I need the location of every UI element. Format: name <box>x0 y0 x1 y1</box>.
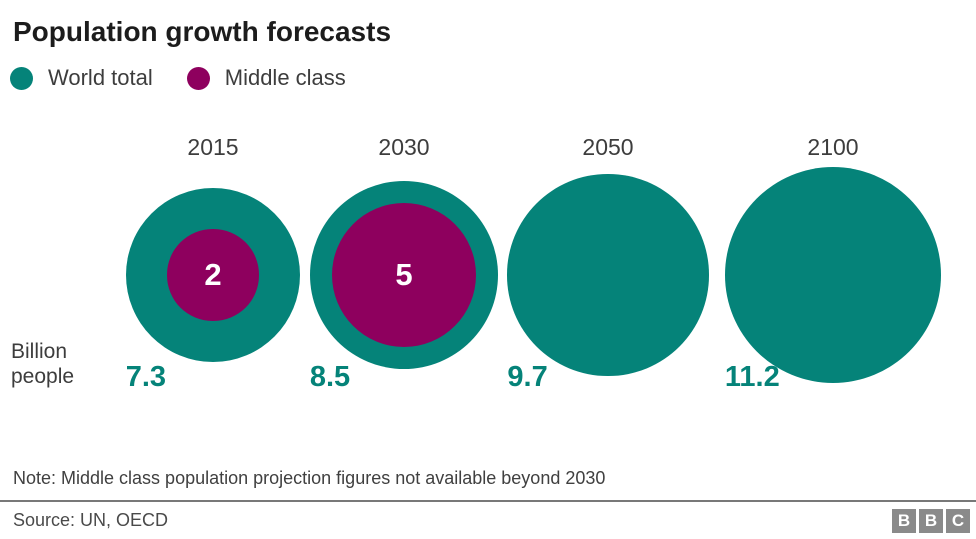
bbc-logo-block: B <box>919 509 943 533</box>
world-total-circle <box>507 174 709 376</box>
year-label: 2050 <box>582 134 634 160</box>
middle-class-value-label: 2 <box>204 256 222 292</box>
middle-class-circle: 5 <box>331 202 477 348</box>
middle-class-circle: 2 <box>167 229 259 321</box>
source-label: Source: UN, OECD <box>13 510 169 530</box>
middle-class-legend-dot-icon <box>186 66 210 90</box>
world-total-value-label: 7.3 <box>125 361 167 393</box>
legend-label-middle-class: Middle class <box>224 65 346 90</box>
world-total-value-label: 11.2 <box>724 361 780 393</box>
world-total-legend-dot-icon <box>10 66 33 90</box>
footnote: Note: Middle class population projection… <box>13 468 606 488</box>
legend-item-world-total: World total <box>10 65 153 91</box>
unit-label-line2: people <box>11 365 75 388</box>
unit-label-line1: Billion <box>11 340 68 363</box>
legend: World total Middle class <box>10 65 346 91</box>
year-label: 2030 <box>378 134 430 160</box>
middle-class-value-label: 5 <box>395 256 413 292</box>
bbc-logo-block: B <box>892 509 916 533</box>
legend-item-middle-class: Middle class <box>186 65 346 91</box>
year-label: 2100 <box>807 134 859 160</box>
plot-area: 2015 2 7.3 2030 5 8.5 2050 9.7 2100 <box>125 134 942 393</box>
bbc-logo-block: C <box>946 509 970 533</box>
legend-label-world-total: World total <box>48 65 153 90</box>
bbc-logo: B B C <box>892 509 970 533</box>
divider-line <box>0 500 976 502</box>
year-label: 2015 <box>187 134 239 160</box>
world-total-circle <box>724 166 942 384</box>
world-total-value-label: 8.5 <box>309 361 351 393</box>
world-total-value-label: 9.7 <box>507 361 548 393</box>
chart-title: Population growth forecasts <box>13 16 392 47</box>
unit-label: Billion people <box>11 339 74 389</box>
